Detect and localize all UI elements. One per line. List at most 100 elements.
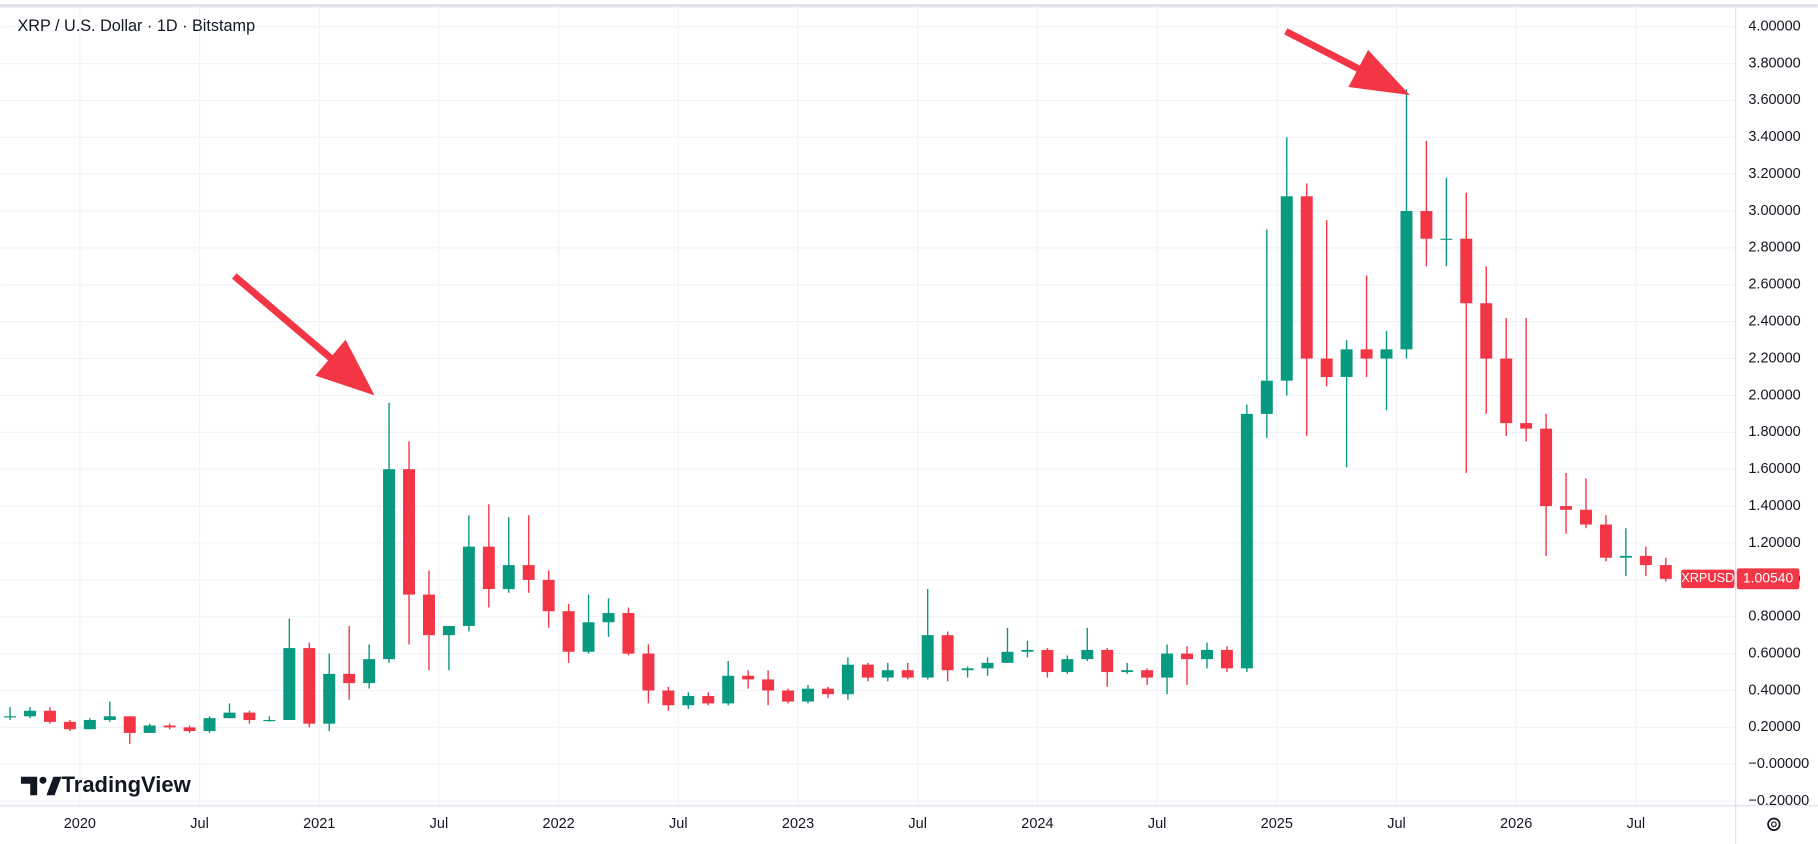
candle-body (223, 712, 236, 719)
candle-body (303, 648, 316, 724)
candle-body (1200, 649, 1213, 660)
candle-body (881, 670, 894, 678)
candle-body (542, 579, 555, 612)
candle-body (1081, 649, 1094, 660)
candle-body (103, 716, 116, 720)
candle-body (562, 611, 575, 652)
candle-body (802, 688, 814, 702)
candle-body (1300, 196, 1313, 359)
candle-body (941, 635, 954, 671)
y-tick-label: −0.20000 (1748, 793, 1809, 809)
arrow-head (1348, 49, 1410, 96)
candle-body (921, 635, 934, 678)
candle-body (1101, 649, 1114, 673)
x-tick-label: Jul (190, 816, 209, 832)
candle-body (861, 664, 874, 678)
logo-mark (20, 776, 38, 796)
candle-body (981, 662, 994, 669)
price-tag-bg (1736, 568, 1800, 590)
settings-icon-inner (1770, 821, 1777, 828)
candle-body (1161, 653, 1174, 678)
candle-body (43, 710, 56, 722)
candle-body (1460, 238, 1473, 304)
candle-body (1380, 349, 1393, 359)
candle-body (622, 613, 635, 654)
x-tick-label: 2023 (782, 816, 814, 832)
brand-name: TradingView (62, 772, 192, 797)
price-tag-symbol: XRPUSD (1681, 570, 1734, 585)
candle-body (1121, 670, 1134, 673)
arrow-shaft (1284, 28, 1367, 75)
candle-body (1220, 649, 1233, 669)
candle-body (1141, 670, 1154, 678)
x-tick-label: Jul (1387, 816, 1406, 832)
candle-body (422, 594, 435, 636)
x-tick-label: 2024 (1021, 816, 1053, 832)
candle-body (383, 469, 396, 660)
candle-body (1560, 506, 1573, 510)
candle-body (682, 696, 695, 706)
y-tick-label: 2.60000 (1748, 277, 1800, 293)
y-tick-label: 2.20000 (1748, 350, 1800, 366)
candle-body (782, 690, 795, 702)
candle-body (1181, 653, 1194, 660)
candle-body (1440, 238, 1453, 240)
candle-body (283, 648, 296, 720)
x-tick-label: 2021 (303, 816, 335, 832)
candle-body (1420, 211, 1433, 239)
candle-body (1061, 659, 1074, 673)
candle-body (522, 565, 535, 580)
logo-mark (46, 776, 62, 796)
candle-body (742, 675, 755, 680)
candle-body (582, 622, 595, 652)
arrow-head (315, 339, 375, 396)
candle-body (502, 565, 515, 590)
candle-body (901, 670, 914, 678)
candle-body (821, 688, 834, 695)
x-tick-label: 2020 (64, 816, 96, 832)
x-tick-label: 2025 (1261, 816, 1293, 832)
candle-body (1580, 509, 1592, 525)
grid (0, 5, 1736, 806)
x-tick-label: Jul (430, 816, 449, 832)
y-tick-label: 4.00000 (1748, 18, 1800, 34)
candle-body (722, 675, 735, 704)
candle-body (841, 664, 854, 695)
candle-body (1520, 423, 1533, 429)
candle-body (143, 725, 156, 733)
y-tick-label: 0.80000 (1748, 609, 1800, 625)
x-tick-label: 2026 (1500, 816, 1532, 832)
candle-body (762, 679, 775, 691)
candle-body (1041, 649, 1054, 673)
settings-icon[interactable] (1767, 817, 1781, 831)
candle-body (1280, 196, 1293, 381)
y-tick-label: 1.40000 (1748, 498, 1800, 514)
candles (4, 89, 1672, 744)
price-tag-symbol-bg (1681, 569, 1735, 589)
arrow-shaft (232, 273, 339, 366)
y-tick-label: 0.40000 (1748, 682, 1800, 698)
y-tick-label: 3.80000 (1748, 55, 1800, 71)
annotation-arrow (232, 273, 375, 396)
y-tick-label: 0.20000 (1748, 719, 1800, 735)
candle-body (183, 727, 196, 732)
candle-body (662, 690, 675, 706)
y-tick-label: 2.40000 (1748, 314, 1800, 330)
candle-body (163, 725, 176, 728)
candle-body (1320, 358, 1333, 378)
candle-body (462, 546, 475, 626)
y-tick-label: −0.00000 (1748, 756, 1809, 772)
candle-body (1639, 555, 1652, 566)
candle-body (1021, 649, 1034, 652)
candle-body (1360, 349, 1373, 359)
candle-body (83, 719, 96, 730)
candle-body (1659, 565, 1672, 579)
candle-body (1260, 380, 1273, 414)
x-tick-label: Jul (1627, 816, 1646, 832)
candle-body (263, 719, 276, 722)
y-tick-label: 1.20000 (1748, 535, 1800, 551)
candle-body (1619, 555, 1632, 558)
y-tick-label: 3.00000 (1748, 203, 1800, 219)
